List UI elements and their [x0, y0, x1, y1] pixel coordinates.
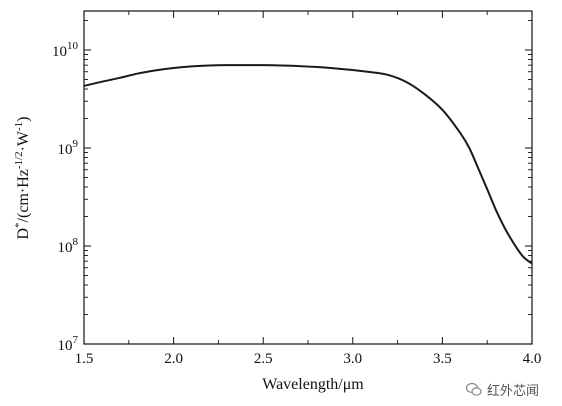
y-tick-base: 10 [58, 338, 73, 354]
wechat-icon [466, 383, 482, 396]
y-tick-base: 10 [52, 44, 67, 60]
watermark: 红外芯闻 [466, 380, 539, 399]
y-axis-title-mid2: ·W [15, 130, 32, 151]
x-tick-label: 2.5 [254, 351, 273, 367]
y-axis-title-exp1: -1/2 [13, 151, 25, 169]
x-tick-label: 3.0 [343, 351, 362, 367]
y-tick-label: 108 [58, 236, 79, 256]
series-group [83, 64, 533, 265]
watermark-text: 红外芯闻 [487, 384, 540, 399]
x-tick-label: 3.5 [433, 351, 452, 367]
y-tick-exp: 7 [73, 334, 79, 346]
y-axis-title-exp2: -1 [13, 122, 25, 131]
x-axis-ticks: 1.5 2.0 2.5 3.0 3.5 4.0 [75, 11, 542, 367]
y-tick-base: 10 [58, 142, 73, 158]
x-tick-label: 4.0 [523, 351, 542, 367]
y-axis-title-base: D [15, 228, 32, 240]
y-tick-label: 109 [58, 138, 79, 158]
y-tick-label: 107 [58, 334, 79, 354]
y-tick-label: 1010 [52, 40, 79, 60]
x-tick-label: 2.0 [164, 351, 183, 367]
y-axis-title-mid1: /(cm·Hz [15, 169, 32, 222]
x-axis-title: Wavelength/μm [262, 376, 364, 393]
y-tick-exp: 9 [73, 138, 79, 150]
series-line [83, 64, 533, 265]
y-axis-title: D*/(cm·Hz-1/2·W-1) [13, 116, 32, 239]
y-tick-base: 10 [58, 240, 73, 256]
y-tick-exp: 8 [73, 236, 79, 248]
y-axis-title-star: * [13, 222, 25, 228]
y-axis-title-end: ) [15, 116, 32, 121]
plot-frame [83, 10, 533, 345]
x-tick-label: 1.5 [75, 351, 94, 367]
y-tick-exp: 10 [67, 40, 79, 52]
